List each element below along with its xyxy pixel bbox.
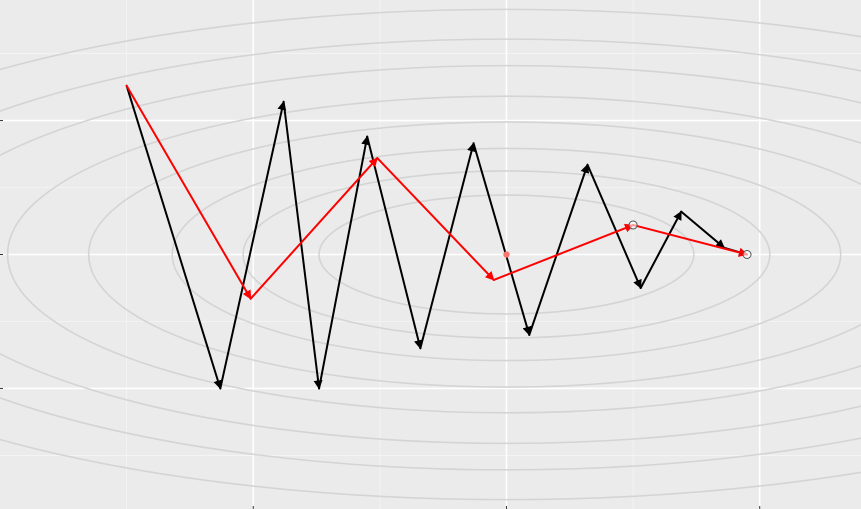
series-0-step-arrow [639,210,683,289]
contour-line [0,38,861,471]
contour-line [87,121,861,388]
contour-line [318,194,695,315]
series-0-step-arrow [282,100,323,390]
point-markers [503,220,752,259]
series-1-step-arrow [125,84,252,300]
series-1-step-arrow [632,224,749,257]
series-0-step-arrow [680,210,726,249]
descent-paths [125,84,749,390]
contour-line [0,64,861,445]
open-circle-marker [628,220,638,230]
series-0-step-arrow [472,142,532,336]
contour-line [242,170,771,339]
series-0-step-arrow [586,163,642,289]
series-1-step-arrow [492,223,635,281]
contour-line [0,8,861,501]
series-0-step-arrow [125,84,223,390]
series-0-step-arrow [219,100,287,390]
series-0-step-arrow [419,142,476,350]
contour-line [6,95,861,414]
series-1-step-arrow [376,157,495,281]
series-0-step-arrow [366,135,423,350]
series-0-step-arrow [528,163,590,336]
minimum-point [503,251,510,258]
contour-lines [0,8,861,501]
open-circle-marker [742,250,752,259]
contour-line [171,147,842,362]
series-1-step-arrow [249,157,379,300]
